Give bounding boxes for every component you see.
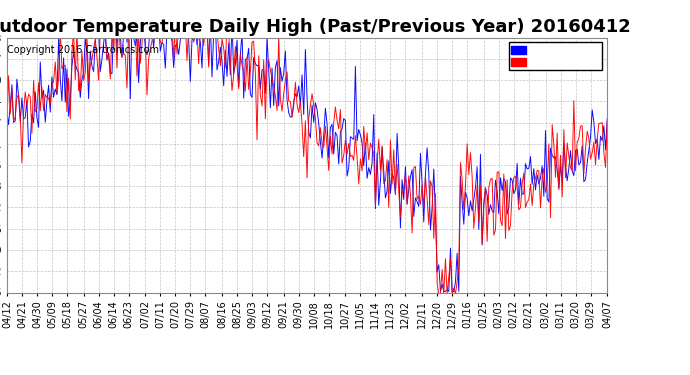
Legend: Previous  (°F), Past  (°F): Previous (°F), Past (°F): [509, 42, 602, 70]
Title: Outdoor Temperature Daily High (Past/Previous Year) 20160412: Outdoor Temperature Daily High (Past/Pre…: [0, 18, 631, 36]
Text: Copyright 2016 Cartronics.com: Copyright 2016 Cartronics.com: [7, 45, 159, 55]
